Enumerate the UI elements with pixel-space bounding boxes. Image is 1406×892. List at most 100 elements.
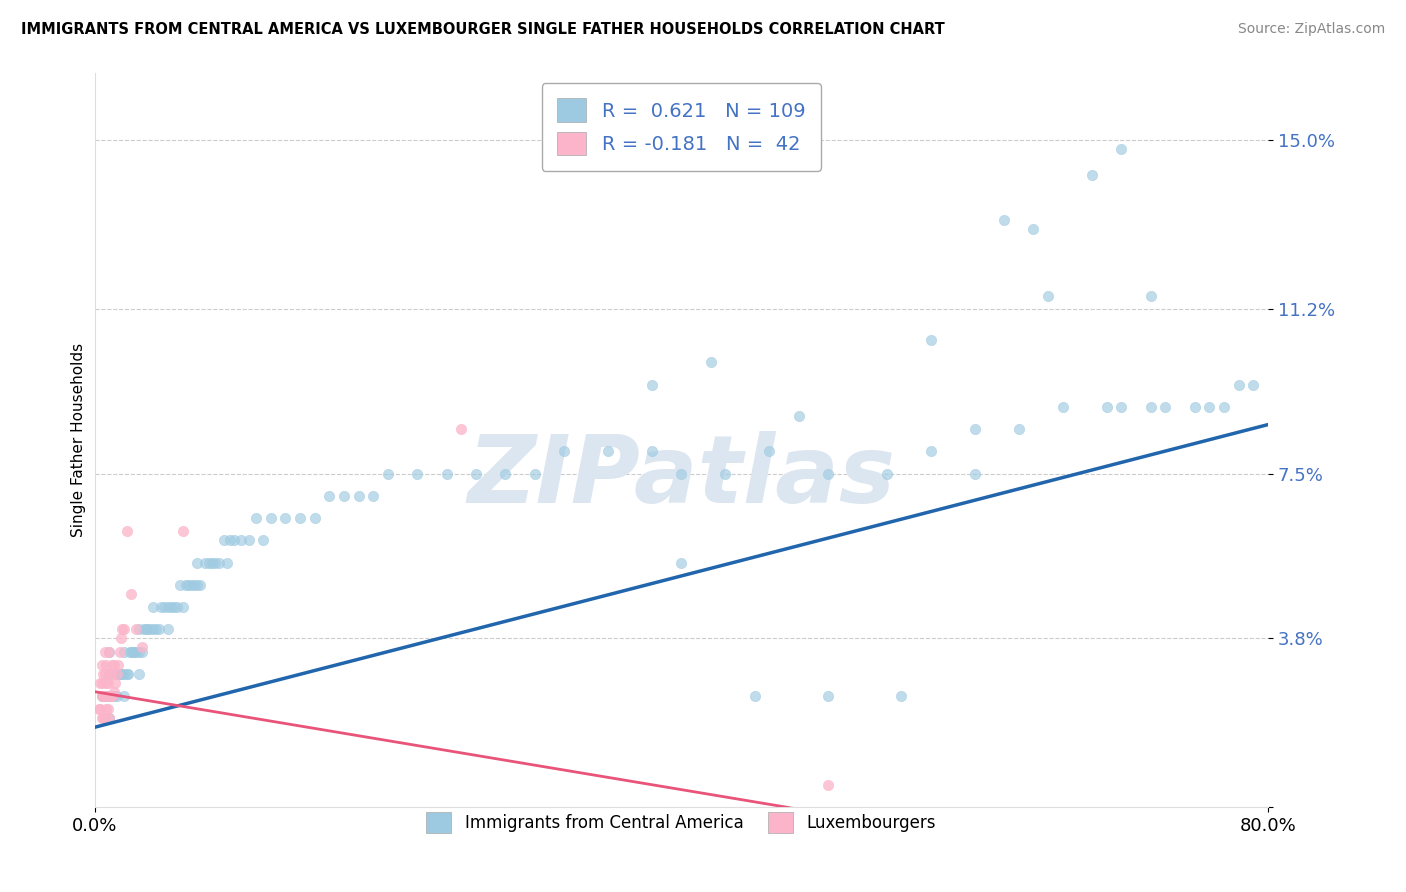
Point bbox=[464, 467, 486, 481]
Point bbox=[1052, 400, 1074, 414]
Point bbox=[347, 489, 370, 503]
Point bbox=[1184, 400, 1206, 414]
Point bbox=[156, 623, 179, 637]
Point bbox=[101, 689, 124, 703]
Point bbox=[107, 666, 129, 681]
Point bbox=[245, 511, 267, 525]
Point bbox=[172, 600, 194, 615]
Point bbox=[238, 533, 260, 548]
Point bbox=[817, 778, 839, 792]
Point bbox=[149, 600, 172, 615]
Point bbox=[523, 467, 546, 481]
Point bbox=[98, 689, 121, 703]
Point bbox=[100, 666, 122, 681]
Point bbox=[131, 640, 153, 655]
Point bbox=[1036, 288, 1059, 302]
Text: Source: ZipAtlas.com: Source: ZipAtlas.com bbox=[1237, 22, 1385, 37]
Point bbox=[108, 666, 131, 681]
Point bbox=[136, 623, 159, 637]
Text: ZIPatlas: ZIPatlas bbox=[467, 431, 896, 523]
Point bbox=[103, 684, 125, 698]
Point bbox=[641, 444, 664, 458]
Point bbox=[97, 689, 120, 703]
Point bbox=[90, 675, 112, 690]
Point bbox=[208, 556, 231, 570]
Point bbox=[124, 623, 146, 637]
Point bbox=[744, 689, 766, 703]
Point bbox=[1227, 377, 1250, 392]
Point bbox=[90, 711, 112, 725]
Point bbox=[93, 711, 115, 725]
Point bbox=[218, 533, 240, 548]
Point bbox=[304, 511, 326, 525]
Point bbox=[963, 467, 986, 481]
Point bbox=[112, 689, 135, 703]
Point bbox=[142, 600, 165, 615]
Point bbox=[135, 623, 157, 637]
Point bbox=[1095, 400, 1118, 414]
Point bbox=[89, 702, 111, 716]
Point bbox=[1139, 288, 1161, 302]
Point bbox=[252, 533, 274, 548]
Point bbox=[98, 711, 121, 725]
Point bbox=[699, 355, 721, 369]
Point bbox=[318, 489, 340, 503]
Point bbox=[94, 711, 117, 725]
Point bbox=[890, 689, 912, 703]
Point bbox=[94, 666, 117, 681]
Point bbox=[128, 666, 150, 681]
Point bbox=[111, 623, 134, 637]
Point bbox=[96, 689, 118, 703]
Point bbox=[1081, 169, 1104, 183]
Point bbox=[920, 333, 942, 347]
Point bbox=[90, 689, 112, 703]
Point bbox=[758, 444, 780, 458]
Point bbox=[90, 657, 112, 672]
Y-axis label: Single Father Households: Single Father Households bbox=[72, 343, 86, 537]
Point bbox=[163, 600, 186, 615]
Point bbox=[105, 689, 128, 703]
Point bbox=[103, 657, 125, 672]
Point bbox=[1109, 142, 1132, 156]
Point bbox=[101, 657, 124, 672]
Point bbox=[145, 623, 167, 637]
Point bbox=[1212, 400, 1234, 414]
Point bbox=[98, 689, 121, 703]
Point bbox=[183, 578, 205, 592]
Point bbox=[142, 623, 165, 637]
Point bbox=[128, 645, 150, 659]
Point bbox=[198, 556, 221, 570]
Point bbox=[98, 666, 121, 681]
Point bbox=[671, 467, 693, 481]
Point bbox=[94, 689, 117, 703]
Point bbox=[186, 578, 208, 592]
Point bbox=[134, 623, 156, 637]
Point bbox=[1154, 400, 1177, 414]
Point bbox=[98, 645, 121, 659]
Point bbox=[1241, 377, 1264, 392]
Point bbox=[97, 675, 120, 690]
Point bbox=[714, 467, 737, 481]
Point bbox=[671, 556, 693, 570]
Point bbox=[115, 524, 138, 539]
Point bbox=[194, 556, 217, 570]
Point bbox=[596, 444, 619, 458]
Point bbox=[93, 666, 115, 681]
Point bbox=[876, 467, 898, 481]
Point bbox=[1139, 400, 1161, 414]
Point bbox=[174, 578, 197, 592]
Point bbox=[274, 511, 297, 525]
Point bbox=[172, 524, 194, 539]
Point bbox=[90, 689, 112, 703]
Point bbox=[222, 533, 245, 548]
Point bbox=[1022, 221, 1045, 235]
Point bbox=[120, 645, 142, 659]
Point bbox=[152, 600, 174, 615]
Point bbox=[112, 666, 135, 681]
Point bbox=[107, 657, 129, 672]
Point bbox=[1198, 400, 1220, 414]
Point bbox=[118, 645, 141, 659]
Point bbox=[94, 645, 117, 659]
Point bbox=[817, 689, 839, 703]
Point bbox=[204, 556, 226, 570]
